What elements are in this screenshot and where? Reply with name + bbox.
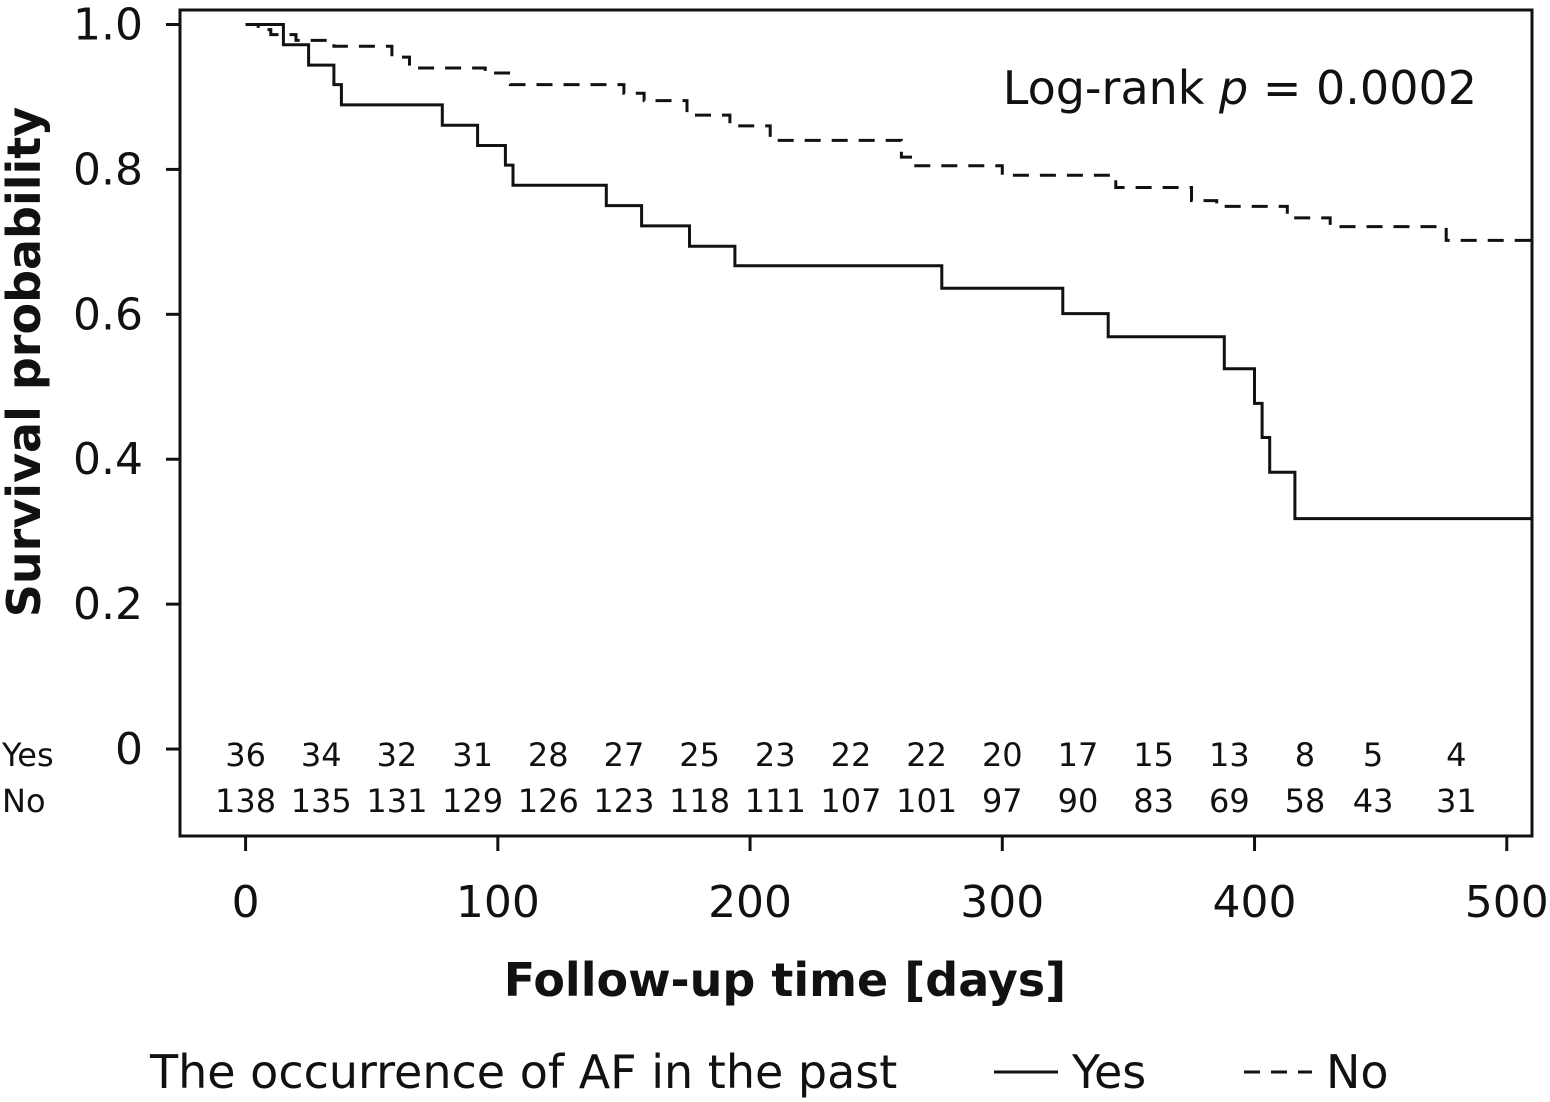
survival-curve-yes	[245, 23, 1532, 521]
risk-count: 23	[755, 736, 796, 774]
risk-count: 20	[982, 736, 1023, 774]
log-rank-prefix: Log-rank	[1003, 61, 1219, 115]
risk-count: 36	[225, 736, 266, 774]
risk-count: 118	[669, 782, 730, 820]
risk-table: Yes 36 34 32 31 28 27 25 23 22 22 20 17 15 13 8 5 4No 138 1…	[1, 736, 1477, 820]
risk-count: 31	[1436, 782, 1477, 820]
x-tick-label: 200	[708, 877, 792, 928]
x-tick-label: 400	[1213, 877, 1297, 928]
legend-title: The occurrence of AF in the past	[149, 1045, 897, 1099]
y-tick-label: 1.0	[73, 0, 143, 50]
risk-count: 58	[1285, 782, 1326, 820]
risk-row-label: Yes	[1, 736, 54, 774]
plot-frame	[178, 8, 1534, 838]
risk-count: 27	[604, 736, 645, 774]
y-tick-label: 0	[115, 724, 143, 775]
x-axis-title: Follow-up time [days]	[504, 953, 1066, 1007]
y-tick-label: 0.6	[73, 289, 143, 340]
y-tick-label: 0.4	[73, 434, 143, 485]
risk-count: 15	[1133, 736, 1174, 774]
risk-count: 101	[896, 782, 957, 820]
risk-count: 34	[301, 736, 342, 774]
x-tick-label: 100	[456, 877, 540, 928]
risk-count: 13	[1209, 736, 1250, 774]
risk-count: 69	[1209, 782, 1250, 820]
risk-count: 135	[291, 782, 352, 820]
risk-count: 123	[593, 782, 654, 820]
risk-count: 129	[442, 782, 503, 820]
survival-curves	[245, 23, 1532, 521]
survival-curve-no	[245, 23, 1532, 242]
y-tick-label: 0.8	[73, 144, 143, 195]
risk-count: 131	[366, 782, 427, 820]
y-axis: 0 0.2 0.4 0.6 0.8 1.0	[73, 0, 180, 775]
legend-label-no: No	[1326, 1045, 1389, 1099]
risk-count: 31	[452, 736, 493, 774]
risk-row-label: No	[2, 782, 46, 820]
legend: The occurrence of AF in the past Yes No	[149, 1045, 1389, 1099]
p-symbol: p	[1218, 61, 1248, 115]
risk-count: 138	[215, 782, 276, 820]
risk-count: 17	[1058, 736, 1099, 774]
x-tick-label: 0	[232, 877, 260, 928]
risk-count: 28	[528, 736, 569, 774]
y-tick-label: 0.2	[73, 579, 143, 630]
risk-count: 90	[1058, 782, 1099, 820]
risk-count: 97	[982, 782, 1023, 820]
risk-count: 5	[1363, 736, 1383, 774]
risk-count: 22	[906, 736, 947, 774]
log-rank-annotation: Log-rank p = 0.0002	[1003, 61, 1477, 115]
x-axis: 0 100 200 300 400 500	[232, 836, 1549, 928]
risk-count: 126	[518, 782, 579, 820]
log-rank-value: = 0.0002	[1248, 61, 1477, 115]
risk-count: 107	[820, 782, 881, 820]
risk-count: 32	[377, 736, 418, 774]
risk-count: 43	[1353, 782, 1394, 820]
x-tick-label: 300	[960, 877, 1044, 928]
risk-count: 83	[1133, 782, 1174, 820]
risk-count: 4	[1446, 736, 1466, 774]
y-axis-title: Survival probability	[0, 107, 51, 618]
x-tick-label: 500	[1465, 877, 1549, 928]
risk-count: 111	[745, 782, 806, 820]
risk-count: 8	[1295, 736, 1315, 774]
legend-label-yes: Yes	[1071, 1045, 1146, 1099]
risk-count: 22	[831, 736, 872, 774]
risk-count: 25	[679, 736, 720, 774]
